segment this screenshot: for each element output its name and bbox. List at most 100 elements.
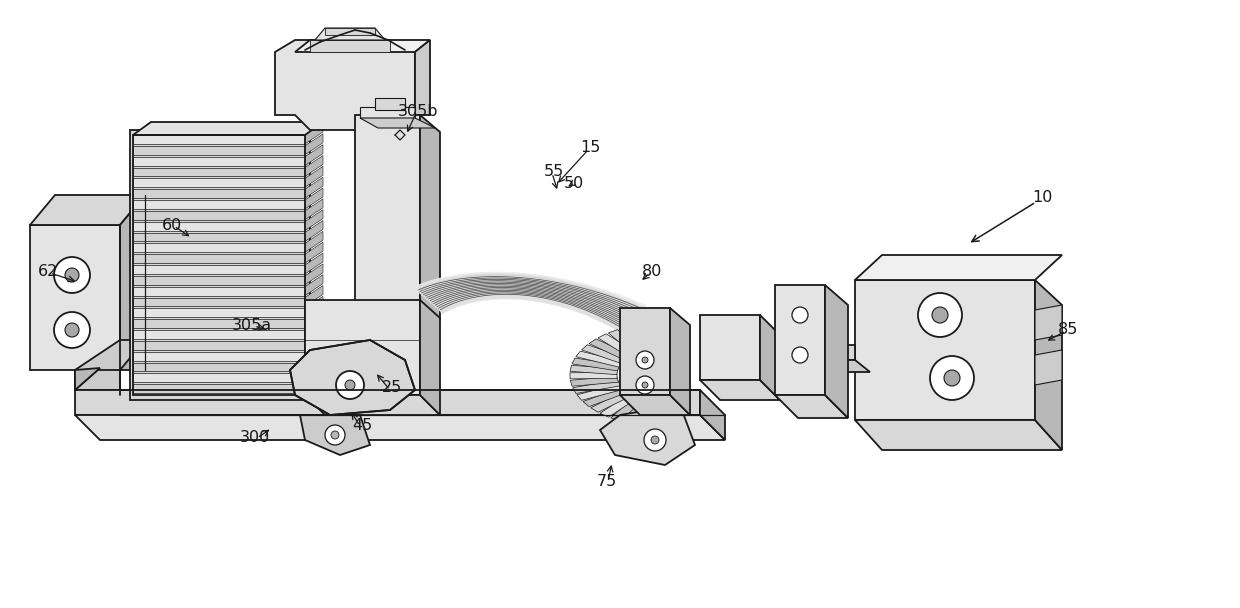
Polygon shape: [133, 157, 305, 165]
Text: 85: 85: [1058, 322, 1079, 337]
Circle shape: [64, 268, 79, 282]
Polygon shape: [74, 415, 725, 440]
Polygon shape: [635, 399, 658, 426]
Polygon shape: [133, 351, 305, 361]
Polygon shape: [133, 384, 305, 393]
Polygon shape: [133, 211, 305, 219]
Polygon shape: [290, 340, 415, 415]
Polygon shape: [133, 319, 305, 328]
Circle shape: [792, 307, 808, 323]
Polygon shape: [133, 297, 305, 306]
Text: 45: 45: [352, 418, 372, 432]
Circle shape: [944, 370, 960, 386]
Polygon shape: [583, 387, 629, 407]
Polygon shape: [305, 300, 420, 395]
Polygon shape: [701, 390, 725, 440]
Polygon shape: [305, 210, 322, 230]
Polygon shape: [305, 395, 440, 415]
Polygon shape: [305, 361, 322, 382]
Polygon shape: [305, 275, 322, 295]
Polygon shape: [74, 370, 120, 390]
Text: 305b: 305b: [398, 105, 438, 120]
Circle shape: [918, 293, 962, 337]
Polygon shape: [133, 330, 305, 339]
Polygon shape: [575, 351, 624, 367]
Polygon shape: [611, 396, 645, 421]
Polygon shape: [589, 339, 632, 360]
Polygon shape: [300, 415, 370, 455]
Polygon shape: [30, 225, 120, 370]
Polygon shape: [420, 300, 440, 415]
Polygon shape: [133, 222, 305, 230]
Polygon shape: [760, 360, 870, 372]
Polygon shape: [305, 296, 322, 317]
Polygon shape: [670, 308, 689, 415]
Polygon shape: [130, 130, 310, 400]
Polygon shape: [374, 98, 405, 110]
Polygon shape: [305, 188, 322, 209]
Polygon shape: [133, 286, 305, 295]
Polygon shape: [305, 199, 322, 219]
Polygon shape: [305, 134, 322, 154]
Polygon shape: [856, 255, 1061, 280]
Circle shape: [930, 356, 973, 400]
Polygon shape: [305, 340, 322, 361]
Polygon shape: [295, 40, 430, 52]
Circle shape: [642, 357, 649, 363]
Polygon shape: [609, 330, 644, 354]
Polygon shape: [315, 28, 384, 40]
Circle shape: [345, 380, 355, 390]
Polygon shape: [573, 380, 621, 393]
Polygon shape: [133, 373, 305, 382]
Polygon shape: [305, 286, 322, 306]
Polygon shape: [600, 405, 694, 465]
Polygon shape: [133, 122, 322, 135]
Circle shape: [325, 425, 345, 445]
Polygon shape: [133, 362, 305, 371]
Circle shape: [55, 257, 91, 293]
Text: 15: 15: [580, 140, 600, 156]
Polygon shape: [305, 221, 322, 241]
Polygon shape: [305, 145, 322, 165]
Polygon shape: [598, 334, 637, 358]
Circle shape: [336, 371, 365, 399]
Polygon shape: [305, 156, 322, 176]
Polygon shape: [305, 372, 322, 393]
Text: 75: 75: [596, 474, 618, 489]
Polygon shape: [701, 380, 780, 400]
Polygon shape: [120, 195, 145, 370]
Polygon shape: [825, 285, 848, 418]
Polygon shape: [74, 340, 145, 370]
Text: 300: 300: [239, 430, 270, 446]
Polygon shape: [305, 264, 322, 285]
Polygon shape: [355, 115, 420, 305]
Polygon shape: [133, 308, 305, 317]
Polygon shape: [305, 177, 322, 198]
Polygon shape: [760, 315, 780, 400]
Polygon shape: [577, 384, 624, 400]
Circle shape: [331, 431, 339, 439]
Polygon shape: [133, 276, 305, 285]
Polygon shape: [1035, 350, 1061, 385]
Polygon shape: [360, 107, 415, 118]
Polygon shape: [305, 242, 322, 263]
Polygon shape: [620, 308, 670, 395]
Polygon shape: [1035, 305, 1061, 340]
Polygon shape: [133, 178, 305, 187]
Polygon shape: [305, 253, 322, 274]
Text: 50: 50: [564, 176, 584, 190]
Polygon shape: [305, 318, 322, 339]
Polygon shape: [582, 345, 627, 364]
Polygon shape: [415, 40, 430, 115]
Polygon shape: [305, 231, 322, 252]
Polygon shape: [74, 368, 120, 390]
Circle shape: [642, 382, 649, 388]
Polygon shape: [775, 395, 848, 418]
Polygon shape: [590, 390, 634, 412]
Polygon shape: [133, 254, 305, 263]
Polygon shape: [760, 345, 856, 360]
Polygon shape: [133, 167, 305, 176]
Circle shape: [932, 307, 949, 323]
Polygon shape: [1035, 280, 1061, 450]
Polygon shape: [325, 28, 374, 35]
